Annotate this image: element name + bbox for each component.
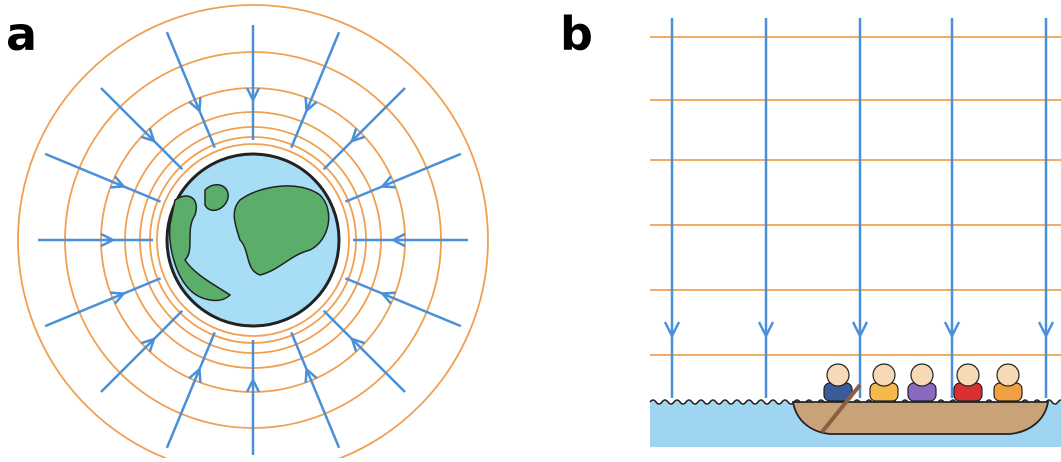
field-arrow: [45, 278, 160, 326]
field-arrow: [167, 32, 215, 147]
field-arrow: [324, 311, 405, 392]
field-arrow: [101, 311, 182, 392]
passenger-head: [827, 364, 849, 386]
field-arrow: [345, 154, 460, 202]
figure: a b: [0, 0, 1061, 458]
panel-label: a: [6, 7, 37, 61]
panel-a: [18, 5, 488, 458]
panel-b: [650, 18, 1061, 447]
field-arrow: [345, 278, 460, 326]
field-arrow: [167, 332, 215, 447]
passenger-head: [957, 364, 979, 386]
passenger-head: [997, 364, 1019, 386]
passenger-head: [911, 364, 933, 386]
field-arrow: [291, 32, 339, 147]
field-arrow: [45, 154, 160, 202]
passenger-head: [873, 364, 895, 386]
panel-label: b: [560, 7, 593, 61]
field-arrow: [324, 88, 405, 169]
field-arrow: [291, 332, 339, 447]
field-arrow: [101, 88, 182, 169]
page: a b (() => { const data = JSON.parse(doc…: [0, 0, 1061, 458]
